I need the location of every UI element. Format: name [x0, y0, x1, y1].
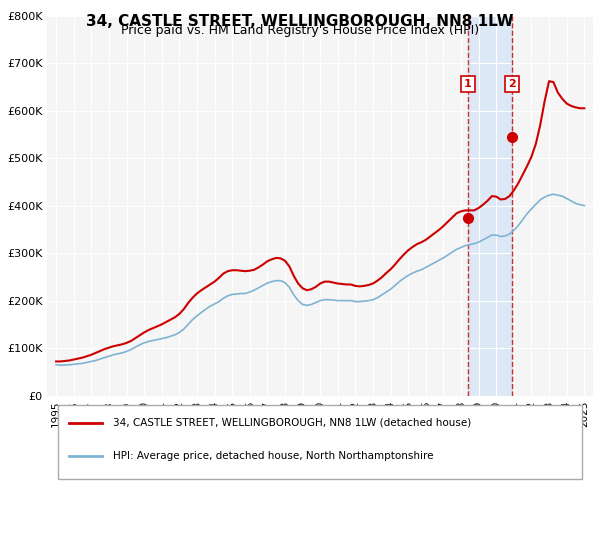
Text: 1: 1: [464, 79, 472, 89]
Bar: [468, 16, 512, 395]
Text: 34, CASTLE STREET, WELLINGBOROUGH, NN8 1LW: 34, CASTLE STREET, WELLINGBOROUGH, NN8 1…: [86, 14, 514, 29]
Text: 2: 2: [508, 79, 516, 89]
Text: 34, CASTLE STREET, WELLINGBOROUGH, NN8 1LW (detached house): 34, CASTLE STREET, WELLINGBOROUGH, NN8 1…: [113, 418, 471, 428]
Text: Price paid vs. HM Land Registry's House Price Index (HPI): Price paid vs. HM Land Registry's House …: [121, 24, 479, 36]
Text: HPI: Average price, detached house, North Northamptonshire: HPI: Average price, detached house, Nort…: [113, 451, 433, 461]
FancyBboxPatch shape: [58, 405, 582, 479]
